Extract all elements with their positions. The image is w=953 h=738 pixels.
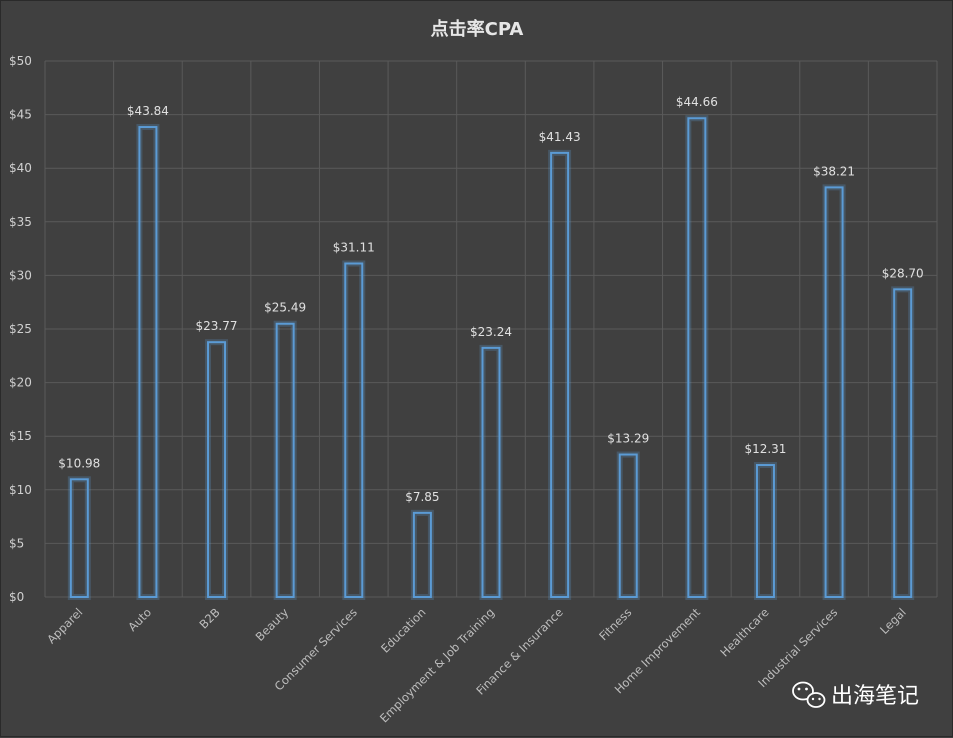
x-tick-label: Healthcare [717, 605, 771, 659]
x-tick-label: Employment & Job Training [377, 605, 497, 725]
bar-glow [410, 509, 434, 600]
bar [138, 126, 158, 599]
bar [755, 464, 775, 598]
data-label: $23.77 [196, 319, 238, 333]
x-tick-label: Auto [125, 605, 154, 634]
bar-glow [67, 476, 91, 600]
data-label: $25.49 [264, 301, 306, 315]
y-tick-label: $20 [9, 376, 32, 390]
bar [207, 341, 227, 599]
chart-title: 点击率CPA [431, 18, 524, 40]
bar-glow [136, 124, 160, 601]
watermark: 出海笔记 [792, 681, 919, 709]
data-label: $38.21 [813, 164, 855, 178]
bars [67, 115, 915, 601]
y-tick-label: $5 [9, 536, 24, 550]
x-tick-label: Legal [877, 605, 909, 637]
bar-glow [616, 451, 640, 600]
bar [550, 151, 570, 599]
bar-glow [685, 115, 709, 600]
watermark-text: 出海笔记 [831, 684, 919, 709]
bar-glow [753, 462, 777, 600]
data-label: $7.85 [405, 490, 439, 504]
bar [618, 453, 638, 598]
bar-glow [891, 286, 915, 600]
y-tick-label: $45 [9, 108, 32, 122]
y-tick-label: $50 [9, 54, 32, 68]
data-label: $41.43 [539, 130, 581, 144]
y-tick-label: $35 [9, 215, 32, 229]
y-tick-label: $10 [9, 483, 32, 497]
data-label: $44.66 [676, 95, 718, 109]
wechat-icon [792, 681, 826, 708]
y-tick-label: $40 [9, 161, 32, 175]
y-tick-label: $15 [9, 429, 32, 443]
bar-glow [479, 344, 503, 600]
data-label: $12.31 [744, 442, 786, 456]
y-axis: $0 $5 $10 $15 $20 $25 $30 $35 $40 $45 $50 [9, 54, 32, 604]
data-label: $31.11 [333, 241, 375, 255]
data-label: $13.29 [607, 432, 649, 446]
bar-glow [822, 184, 846, 600]
bar-glow [548, 149, 572, 601]
data-label: $43.84 [127, 104, 169, 118]
data-label: $28.70 [882, 266, 924, 280]
x-tick-label: Fitness [596, 605, 634, 643]
bar [412, 511, 432, 598]
bar-glow [273, 320, 297, 600]
x-tick-label: Beauty [253, 605, 292, 644]
bar-glow [342, 260, 366, 600]
data-label: $10.98 [58, 456, 100, 470]
bar [481, 346, 501, 598]
data-label: $23.24 [470, 325, 512, 339]
bar-glow [205, 339, 229, 601]
gridlines [44, 60, 938, 598]
bar [687, 117, 707, 598]
bar [893, 288, 913, 598]
data-labels: $10.98 $43.84 $23.77 $25.49 $31.11 $7.85 $23.2… [58, 95, 923, 504]
bar [275, 322, 295, 598]
y-tick-label: $0 [9, 590, 24, 604]
y-tick-label: $25 [9, 322, 32, 336]
bar [344, 262, 364, 598]
x-tick-label: B2B [196, 605, 222, 631]
x-tick-label: Education [378, 605, 428, 655]
bar [69, 478, 89, 598]
y-tick-label: $30 [9, 268, 32, 282]
x-tick-label: Apparel [44, 605, 85, 646]
bar [824, 186, 844, 598]
